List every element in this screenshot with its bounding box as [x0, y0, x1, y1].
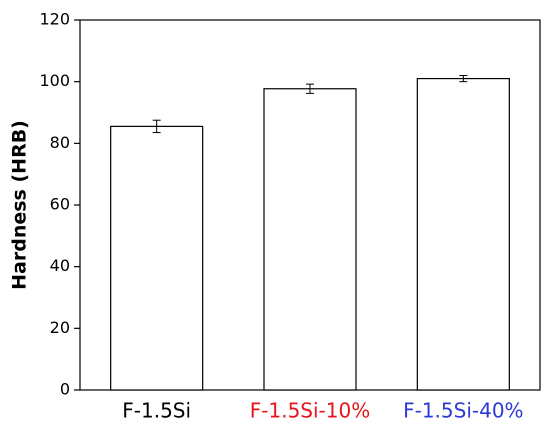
y-tick-label: 100: [39, 71, 70, 90]
y-tick-label: 20: [50, 318, 70, 337]
y-axis-label: Hardness (HRB): [9, 120, 31, 290]
bar: [110, 125, 204, 391]
y-tick-label: 80: [50, 133, 70, 152]
bar: [263, 88, 357, 391]
error-bar: [459, 75, 468, 83]
error-bar: [306, 83, 314, 94]
bar: [416, 77, 510, 391]
y-tick-label: 60: [50, 195, 70, 214]
x-tick-label: F-1.5Si-10%: [250, 399, 370, 423]
error-bar: [152, 119, 161, 134]
y-tick-label: 120: [39, 10, 70, 29]
y-tick-label: 40: [50, 256, 70, 275]
x-tick-label: F-1.5Si-40%: [403, 399, 523, 423]
y-tick-label: 0: [60, 380, 70, 399]
x-tick-label: F-1.5Si: [122, 399, 191, 423]
